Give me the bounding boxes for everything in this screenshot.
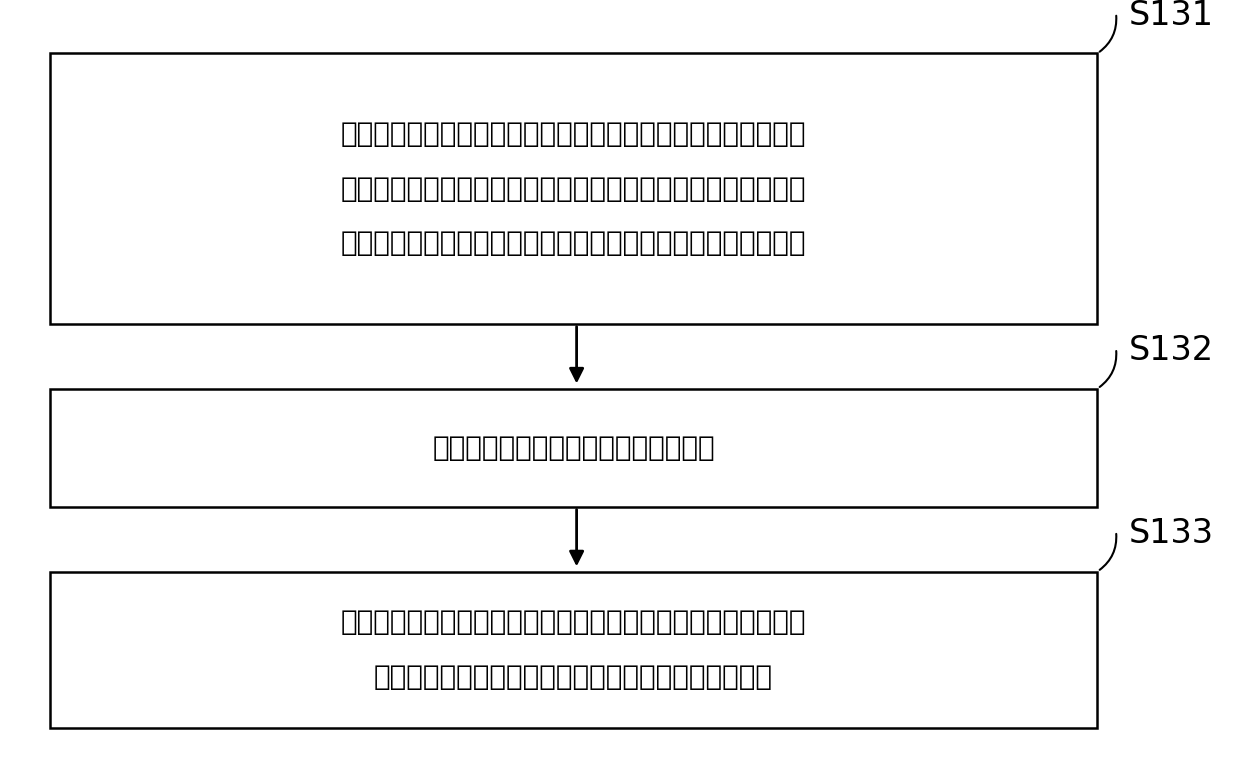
Text: S132: S132 [1128,334,1214,367]
Text: 扰类型利用梯度下降算法优化神经网络模型的模型参数: 扰类型利用梯度下降算法优化神经网络模型的模型参数 [374,663,773,691]
Text: 获取神经网络模型的输出层的输出结果: 获取神经网络模型的输出层的输出结果 [433,434,714,462]
Bar [50,572,1097,728]
Text: 层输入至神经网络模型的隐藏层，其中，干扰波形数据经过神经: 层输入至神经网络模型的隐藏层，其中，干扰波形数据经过神经 [341,174,806,203]
Text: 根据输出结果以及干扰数据训练集中每个干扰波形数据标注的干: 根据输出结果以及干扰数据训练集中每个干扰波形数据标注的干 [341,608,806,636]
Text: 将干扰数据训练集中每个干扰波形数据通过神经网络模型的输入: 将干扰数据训练集中每个干扰波形数据通过神经网络模型的输入 [341,120,806,148]
Text: 网络模型的隐藏层的处理转换后，输出至神经网络模型的输出层: 网络模型的隐藏层的处理转换后，输出至神经网络模型的输出层 [341,229,806,258]
Text: S131: S131 [1128,0,1214,32]
Bar [50,53,1097,324]
Bar [50,389,1097,507]
Text: S133: S133 [1128,517,1214,550]
